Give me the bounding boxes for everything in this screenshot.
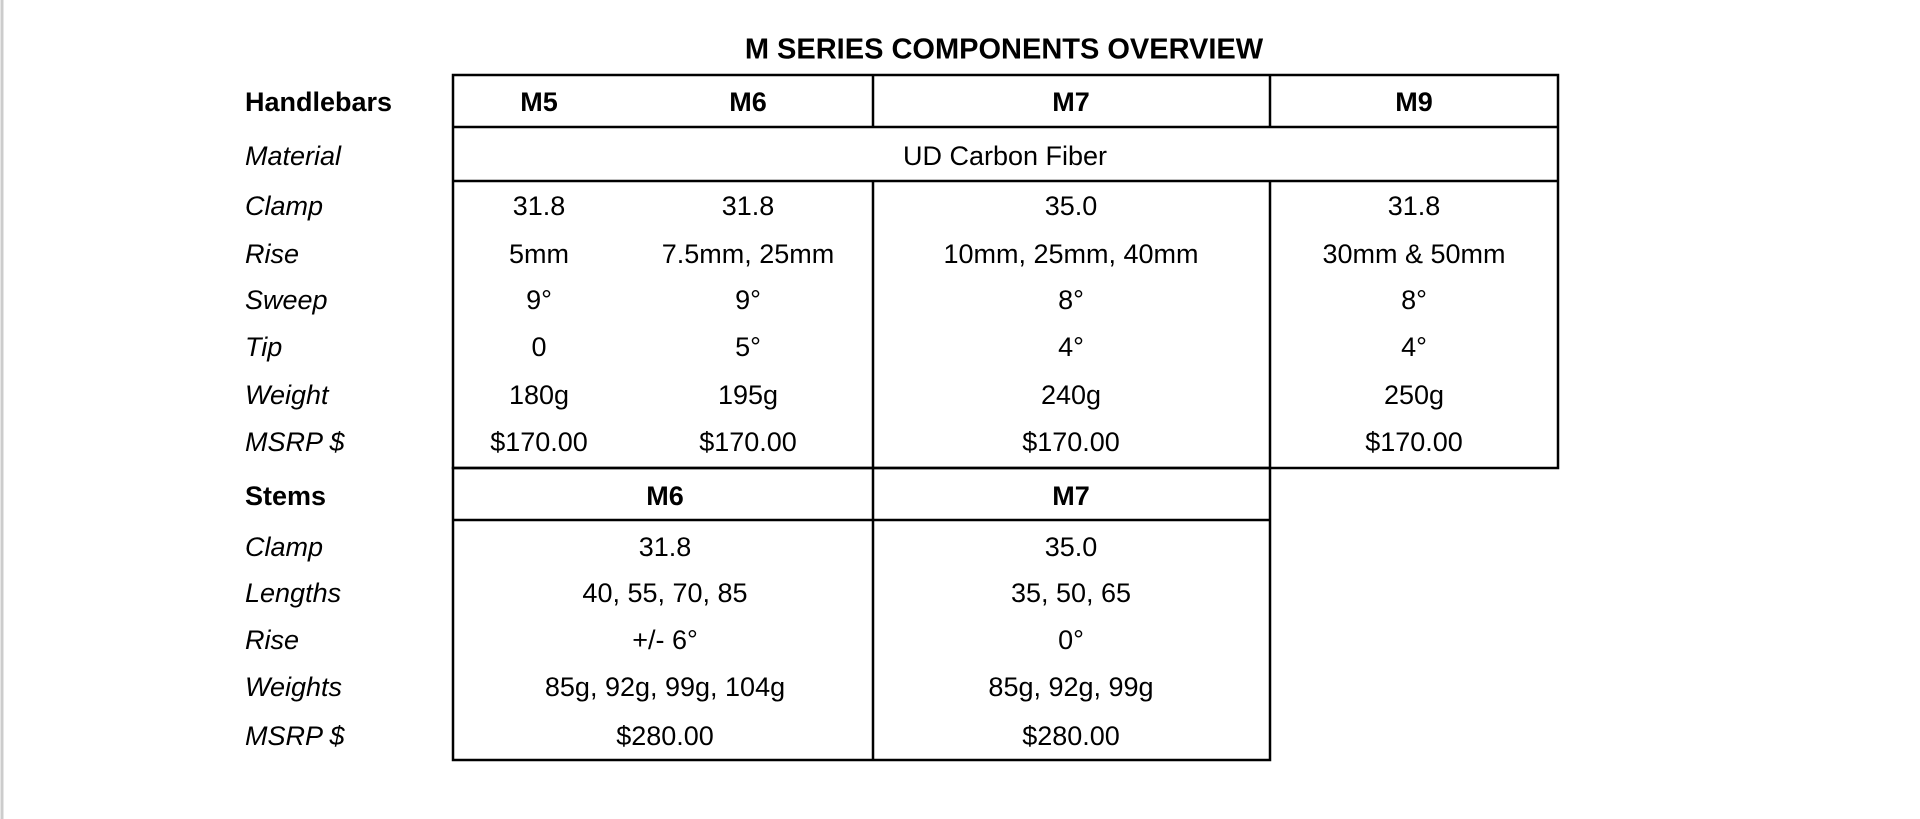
table-border	[451, 466, 1272, 762]
cell: $170.00	[490, 427, 588, 457]
model-header: M6	[646, 481, 684, 511]
row-label: Tip	[245, 332, 282, 362]
model-header: M5	[520, 87, 558, 117]
cell: UD Carbon Fiber	[903, 141, 1107, 171]
cell: $170.00	[1022, 427, 1120, 457]
row-label: Rise	[245, 239, 299, 269]
row-label: Lengths	[245, 578, 341, 608]
model-header: M9	[1395, 87, 1433, 117]
row-label: MSRP $	[245, 427, 346, 457]
cell: 35.0	[1045, 532, 1098, 562]
cell: 8°	[1058, 285, 1084, 315]
cell: 40, 55, 70, 85	[582, 578, 747, 608]
model-header: M7	[1052, 87, 1090, 117]
cell: 85g, 92g, 99g, 104g	[545, 672, 785, 702]
cell: 4°	[1401, 332, 1427, 362]
cell: 8°	[1401, 285, 1427, 315]
title: M SERIES COMPONENTS OVERVIEW	[745, 34, 1264, 66]
cell: 4°	[1058, 332, 1084, 362]
cell: +/- 6°	[632, 625, 698, 655]
cell: 0°	[1058, 625, 1084, 655]
cell: $280.00	[616, 721, 714, 751]
row-label: Rise	[245, 625, 299, 655]
row-label: Sweep	[245, 285, 328, 315]
cell: 240g	[1041, 380, 1101, 410]
row-label: Weight	[245, 380, 330, 410]
stems-grid	[451, 466, 1272, 762]
row-label: Material	[245, 141, 342, 171]
cell: $280.00	[1022, 721, 1120, 751]
cell: 35, 50, 65	[1011, 578, 1131, 608]
row-label: Clamp	[245, 191, 323, 221]
cell: 250g	[1384, 380, 1444, 410]
cell: 31.8	[639, 532, 692, 562]
cell: 5mm	[509, 239, 569, 269]
cell: $170.00	[1365, 427, 1463, 457]
model-header: M6	[729, 87, 767, 117]
cell: 195g	[718, 380, 778, 410]
cell: 31.8	[513, 191, 566, 221]
row-label: Weights	[245, 672, 342, 702]
cell: 9°	[526, 285, 552, 315]
model-header: M7	[1052, 481, 1090, 511]
cell: $170.00	[699, 427, 797, 457]
cell: 10mm, 25mm, 40mm	[943, 239, 1198, 269]
row-label: Clamp	[245, 532, 323, 562]
cell: 31.8	[722, 191, 775, 221]
cell: 7.5mm, 25mm	[662, 239, 835, 269]
cell: 0	[531, 332, 546, 362]
cell: 180g	[509, 380, 569, 410]
cell: 5°	[735, 332, 761, 362]
cell: 30mm & 50mm	[1322, 239, 1505, 269]
cell: 9°	[735, 285, 761, 315]
cell: 35.0	[1045, 191, 1098, 221]
cell: 85g, 92g, 99g	[988, 672, 1153, 702]
section-header: Stems	[245, 481, 326, 511]
section-header: Handlebars	[245, 87, 392, 117]
cell: 31.8	[1388, 191, 1441, 221]
row-label: MSRP $	[245, 721, 346, 751]
